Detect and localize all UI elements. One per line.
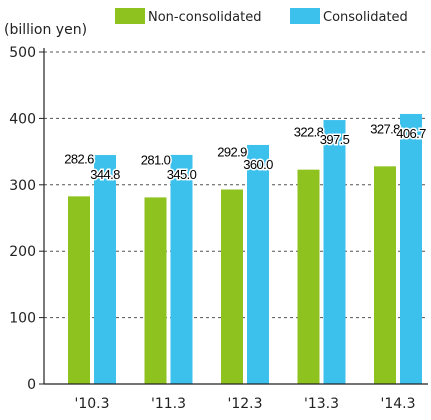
bar-consolidated — [247, 144, 269, 384]
y-tick-label: 500 — [9, 45, 36, 61]
data-label: 327.8 — [370, 121, 400, 136]
x-tick-label: '12.3 — [227, 396, 262, 412]
x-tick-label: '13.3 — [304, 396, 339, 412]
y-tick-label: 200 — [9, 244, 36, 260]
data-label: 360.0 — [243, 157, 273, 172]
legend: Non-consolidated Consolidated — [115, 8, 408, 25]
y-tick-label: 400 — [9, 111, 36, 127]
data-label: 281.0 — [141, 152, 171, 167]
y-tick-label: 300 — [9, 178, 36, 194]
bar-consolidated — [323, 120, 346, 384]
bar-non-consolidated — [144, 197, 167, 384]
legend-label: Consolidated — [323, 10, 408, 25]
bar-non-consolidated — [374, 166, 396, 384]
legend-swatch — [290, 8, 320, 24]
data-label: 345.0 — [167, 167, 197, 182]
bar-non-consolidated — [68, 196, 90, 384]
data-label: 344.8 — [90, 167, 120, 182]
data-label: 292.9 — [217, 145, 247, 160]
bars — [68, 113, 422, 384]
bar-consolidated — [170, 154, 193, 384]
y-tick-label: 100 — [9, 311, 36, 327]
bar-non-consolidated — [221, 189, 243, 384]
y-tick-label: 0 — [27, 377, 36, 393]
data-label: 397.5 — [320, 132, 350, 147]
x-tick-label: '11.3 — [151, 396, 186, 412]
x-tick-label: '14.3 — [380, 396, 415, 412]
axes: 0 100 200 300 400 500 '10.3 '11.3 '12.3 '13.3 '14.… — [4, 22, 428, 412]
bar-non-consolidated — [297, 169, 320, 384]
data-label: 406.7 — [396, 126, 426, 141]
x-tick-label: '10.3 — [74, 396, 109, 412]
legend-swatch — [115, 8, 145, 24]
bar-consolidated — [400, 113, 422, 384]
legend-label: Non-consolidated — [148, 10, 261, 25]
bar-consolidated — [94, 155, 116, 384]
y-axis-label: (billion yen) — [4, 22, 87, 38]
data-label: 322.8 — [294, 125, 324, 140]
data-label: 282.6 — [64, 151, 94, 166]
